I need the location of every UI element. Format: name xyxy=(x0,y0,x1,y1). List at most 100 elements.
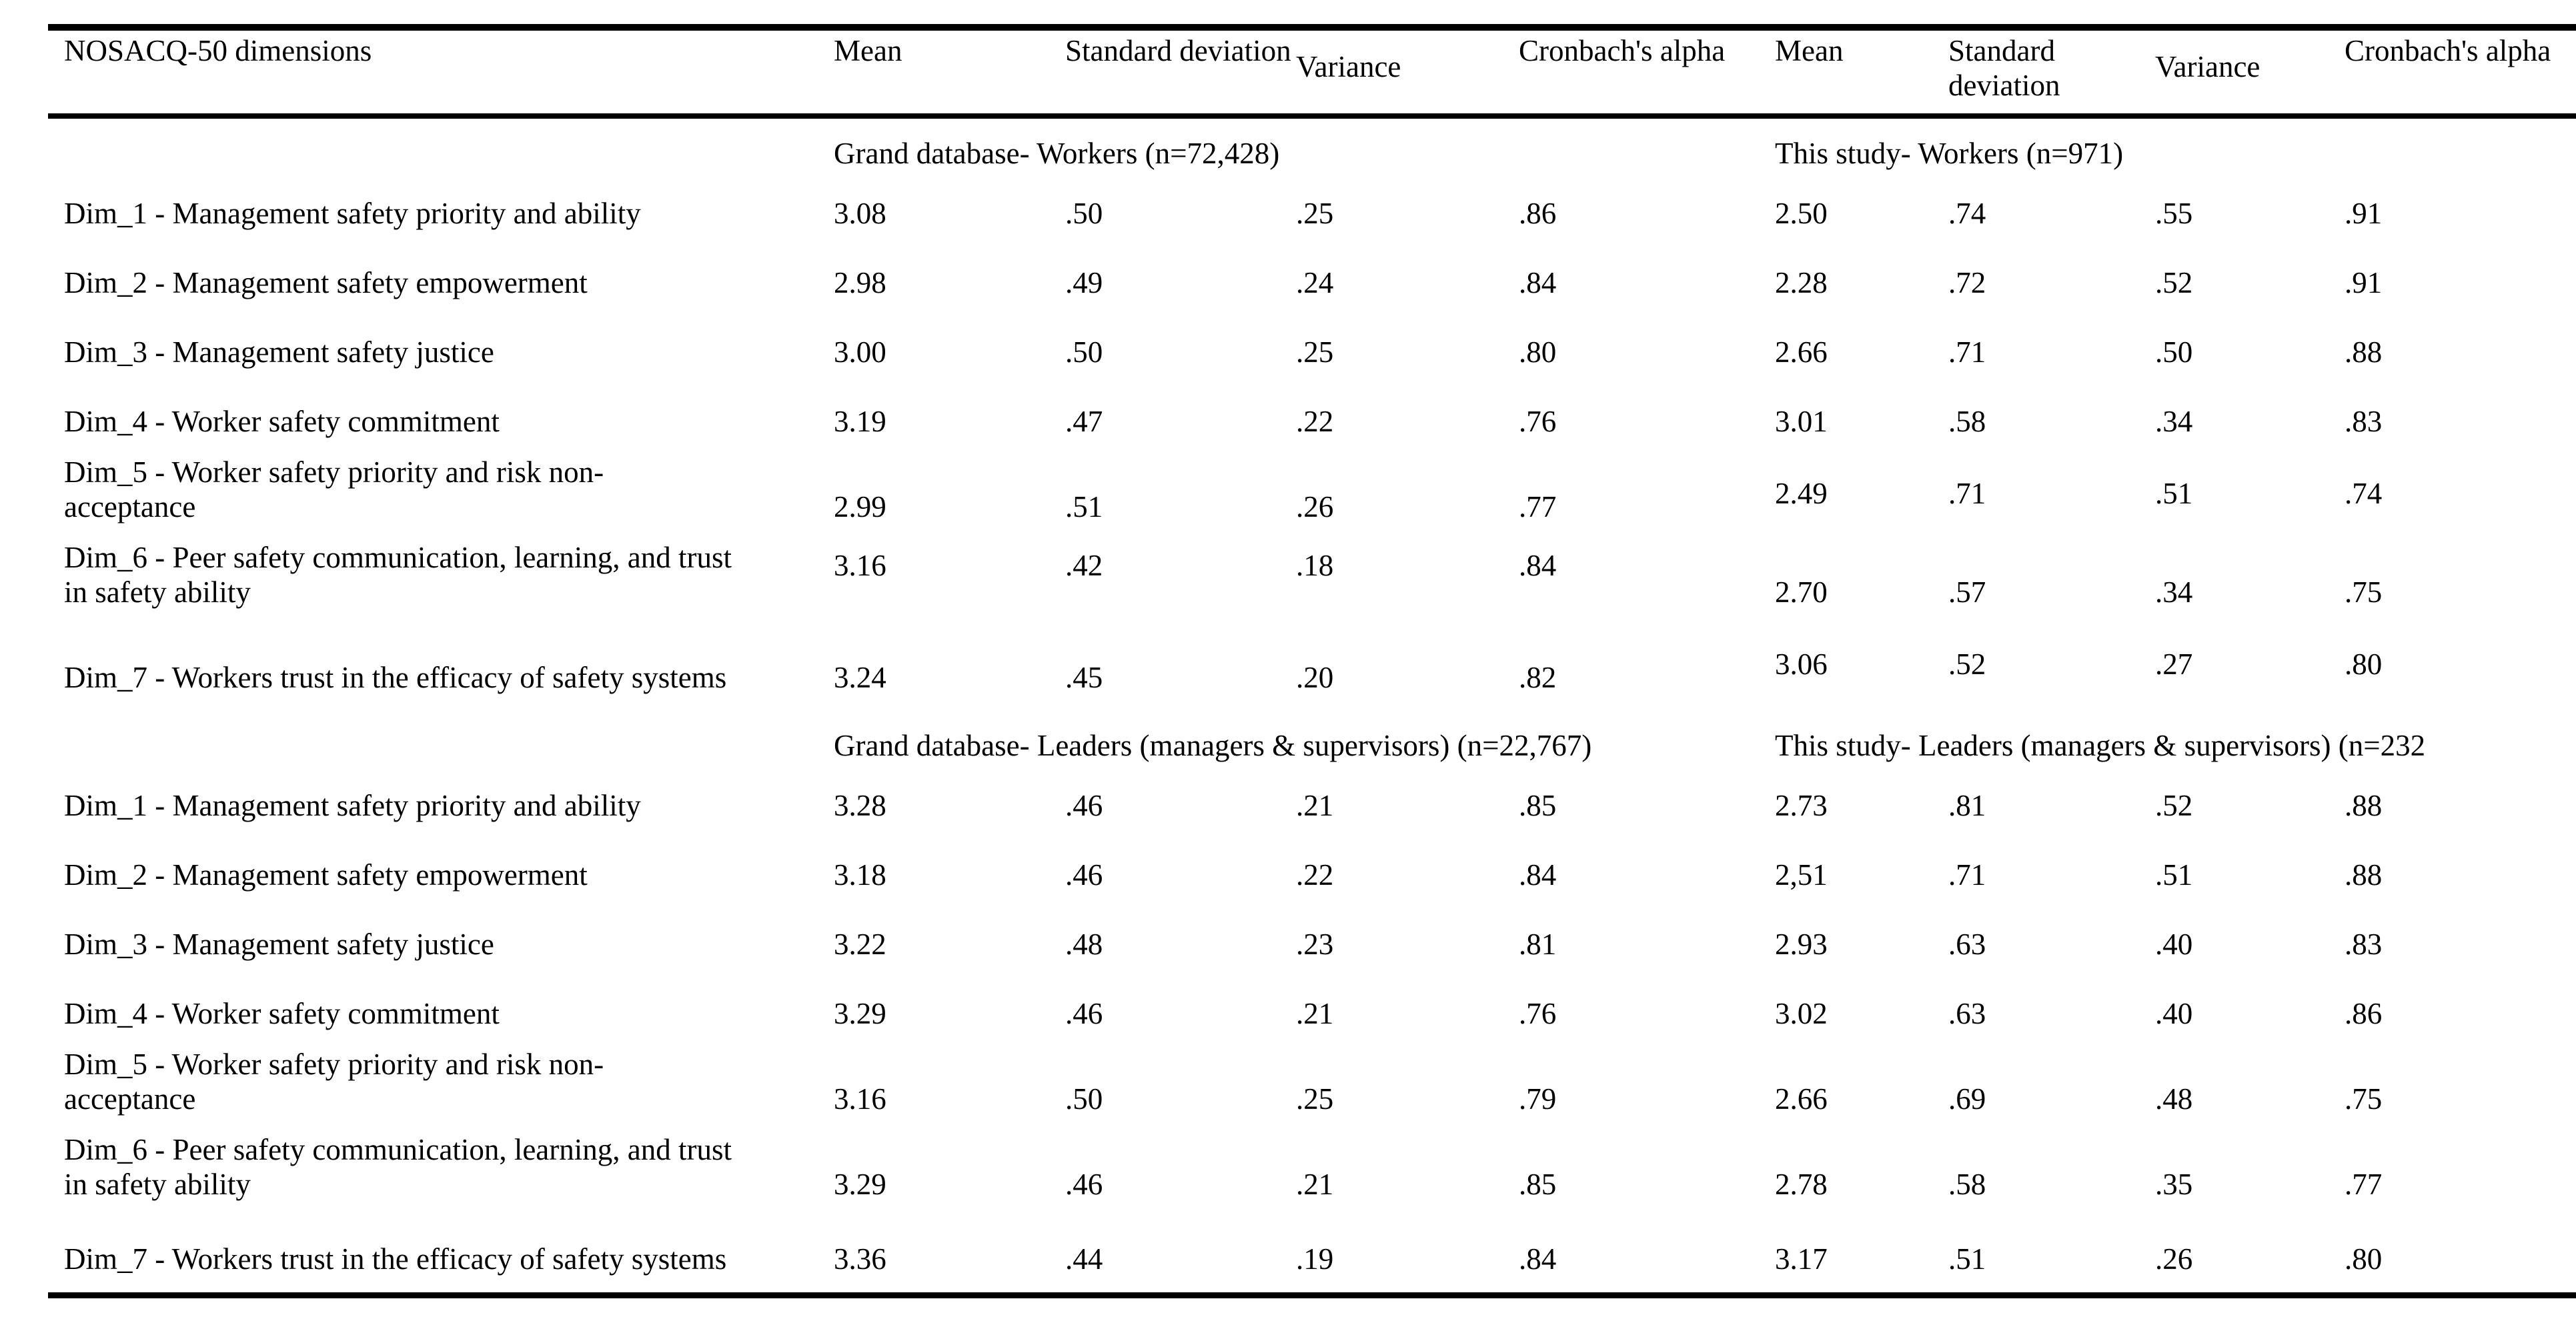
cell-study-mean: 2.28 xyxy=(1775,266,1828,299)
cell-study-sd: .74 xyxy=(1948,197,1986,230)
cell-study-sd: .58 xyxy=(1948,1168,1986,1201)
cell-grand-cronbach: .85 xyxy=(1519,789,1557,822)
cell-grand-cronbach: .84 xyxy=(1519,549,1557,582)
cell-study-variance: .35 xyxy=(2155,1168,2193,1201)
cell-study-cronbach: .88 xyxy=(2345,335,2383,369)
cell-grand-mean: 3.28 xyxy=(834,789,886,822)
cell-grand-sd: .51 xyxy=(1065,490,1103,523)
cell-grand-variance: .25 xyxy=(1296,197,1334,230)
table-row: Dim_5 - Worker safety priority and risk … xyxy=(48,455,2576,540)
cell-study-sd: .63 xyxy=(1948,997,1986,1030)
table-row: Dim_4 - Worker safety commitment 3.19 .4… xyxy=(48,385,2576,455)
cell-study-sd: .63 xyxy=(1948,928,1986,961)
cell-grand-mean: 3.00 xyxy=(834,335,886,369)
cell-study-variance: .34 xyxy=(2155,405,2193,438)
cell-study-cronbach: .91 xyxy=(2345,197,2383,230)
cell-grand-sd: .50 xyxy=(1065,1082,1103,1116)
column-header-cronbach-study: Cronbach's alpha xyxy=(2345,27,2576,119)
cell-study-sd: .57 xyxy=(1948,575,1986,609)
cell-grand-sd: .46 xyxy=(1065,1168,1103,1201)
cell-grand-cronbach: .84 xyxy=(1519,1242,1557,1276)
nosacq-statistics-table: NOSACQ-50 dimensions Mean Standard devia… xyxy=(48,24,2576,1298)
cell-grand-mean: 3.18 xyxy=(834,858,886,892)
cell-study-variance: .51 xyxy=(2155,477,2193,510)
cell-study-cronbach: .86 xyxy=(2345,997,2383,1030)
cell-study-sd: .69 xyxy=(1948,1082,1986,1116)
cell-study-cronbach: .75 xyxy=(2345,1082,2383,1116)
section-title-grand-leaders: Grand database- Leaders (managers & supe… xyxy=(834,729,1592,762)
cell-grand-sd: .46 xyxy=(1065,858,1103,892)
column-header-sd-study: Standard deviation xyxy=(1948,27,2155,119)
table-footnote: Revised data for the grand database: Dec… xyxy=(53,1317,2576,1321)
cell-study-cronbach: .74 xyxy=(2345,477,2383,510)
column-header-variance-study: Variance xyxy=(2155,27,2345,119)
cell-study-mean: 3.01 xyxy=(1775,405,1828,438)
cell-grand-variance: .26 xyxy=(1296,490,1334,523)
cell-grand-cronbach: .84 xyxy=(1519,266,1557,299)
table-row: Dim_3 - Management safety justice 3.22 .… xyxy=(48,908,2576,978)
dimension-label: Dim_6 - Peer safety communication, learn… xyxy=(64,541,732,609)
cell-study-cronbach: .75 xyxy=(2345,575,2383,609)
cell-grand-sd: .48 xyxy=(1065,928,1103,961)
cell-grand-sd: .45 xyxy=(1065,661,1103,694)
column-header-mean-study: Mean xyxy=(1775,27,1948,119)
cell-grand-cronbach: .76 xyxy=(1519,405,1557,438)
cell-grand-sd: .47 xyxy=(1065,405,1103,438)
dimension-label: Dim_7 - Workers trust in the efficacy of… xyxy=(64,661,727,694)
cell-grand-cronbach: .86 xyxy=(1519,197,1557,230)
dimension-label: Dim_4 - Worker safety commitment xyxy=(64,405,500,438)
cell-study-cronbach: .83 xyxy=(2345,405,2383,438)
cell-grand-cronbach: .81 xyxy=(1519,928,1557,961)
table-row: Dim_3 - Management safety justice 3.00 .… xyxy=(48,316,2576,385)
cell-grand-sd: .44 xyxy=(1065,1242,1103,1276)
dimension-label: Dim_1 - Management safety priority and a… xyxy=(64,789,641,822)
cell-study-sd: .71 xyxy=(1948,335,1986,369)
cell-grand-mean: 3.24 xyxy=(834,661,886,694)
cell-grand-cronbach: .84 xyxy=(1519,858,1557,892)
section-title-study-leaders: This study- Leaders (managers & supervis… xyxy=(1775,729,2426,762)
cell-grand-sd: .46 xyxy=(1065,789,1103,822)
table-row: Dim_2 - Management safety empowerment 3.… xyxy=(48,839,2576,908)
dimension-label: Dim_3 - Management safety justice xyxy=(64,928,494,961)
cell-grand-variance: .24 xyxy=(1296,266,1334,299)
column-header-cronbach-grand: Cronbach's alpha xyxy=(1519,27,1775,119)
cell-grand-cronbach: .80 xyxy=(1519,335,1557,369)
cell-study-sd: .81 xyxy=(1948,789,1986,822)
cell-study-variance: .40 xyxy=(2155,997,2193,1030)
cell-grand-variance: .21 xyxy=(1296,789,1334,822)
column-header-dimensions: NOSACQ-50 dimensions xyxy=(48,27,834,119)
cell-study-variance: .52 xyxy=(2155,789,2193,822)
cell-study-mean: 2,51 xyxy=(1775,858,1828,892)
cell-study-mean: 3.17 xyxy=(1775,1242,1828,1276)
dimension-label: Dim_7 - Workers trust in the efficacy of… xyxy=(64,1242,727,1276)
cell-study-cronbach: .88 xyxy=(2345,858,2383,892)
cell-study-variance: .51 xyxy=(2155,858,2193,892)
section-header-workers: Grand database- Workers (n=72,428) This … xyxy=(48,116,2576,177)
cell-grand-variance: .22 xyxy=(1296,858,1334,892)
cell-grand-variance: .23 xyxy=(1296,928,1334,961)
cell-study-mean: 2.93 xyxy=(1775,928,1828,961)
cell-study-mean: 2.49 xyxy=(1775,477,1828,510)
table-row: Dim_5 - Worker safety priority and risk … xyxy=(48,1047,2576,1132)
cell-study-mean: 2.73 xyxy=(1775,789,1828,822)
cell-study-mean: 3.02 xyxy=(1775,997,1828,1030)
cell-study-variance: .34 xyxy=(2155,575,2193,609)
section-header-spacer xyxy=(48,711,834,770)
cell-grand-sd: .50 xyxy=(1065,197,1103,230)
cell-study-cronbach: .88 xyxy=(2345,789,2383,822)
cell-study-sd: .52 xyxy=(1948,647,1986,681)
table-row: Dim_4 - Worker safety commitment 3.29 .4… xyxy=(48,978,2576,1047)
cell-study-variance: .27 xyxy=(2155,647,2193,681)
dimension-label: Dim_5 - Worker safety priority and risk … xyxy=(64,455,604,523)
cell-study-cronbach: .83 xyxy=(2345,928,2383,961)
column-header-mean-grand: Mean xyxy=(834,27,1065,119)
dimension-label: Dim_4 - Worker safety commitment xyxy=(64,997,500,1030)
cell-study-mean: 2.78 xyxy=(1775,1168,1828,1201)
cell-study-mean: 3.06 xyxy=(1775,647,1828,681)
cell-grand-variance: .21 xyxy=(1296,1168,1334,1201)
cell-grand-mean: 3.36 xyxy=(834,1242,886,1276)
cell-grand-variance: .25 xyxy=(1296,1082,1334,1116)
cell-grand-mean: 3.22 xyxy=(834,928,886,961)
cell-study-mean: 2.70 xyxy=(1775,575,1828,609)
